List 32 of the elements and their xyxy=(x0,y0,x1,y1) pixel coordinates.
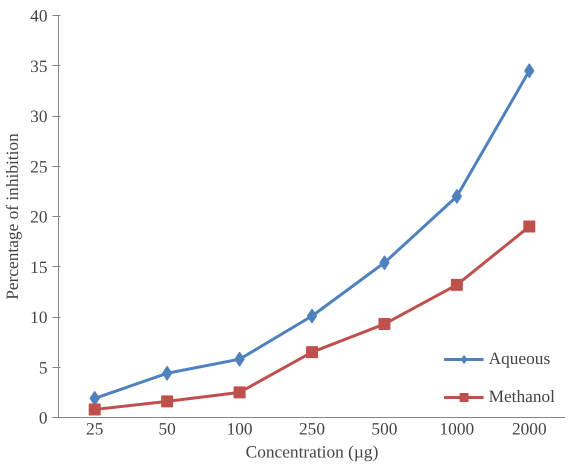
y-axis-title: Percentage of inhibition xyxy=(3,132,22,300)
legend-label: Aqueous xyxy=(488,349,550,369)
point xyxy=(379,255,390,270)
point xyxy=(161,395,174,408)
y-tick-label: 20 xyxy=(30,208,48,226)
point xyxy=(234,386,246,398)
point xyxy=(234,352,245,367)
y-tick-label: 35 xyxy=(30,56,48,76)
point xyxy=(162,366,172,381)
point xyxy=(88,403,101,416)
x-tick-label: 50 xyxy=(158,420,176,438)
y-tick-label: 5 xyxy=(38,358,48,378)
x-tick-label: 2000 xyxy=(512,420,547,438)
point xyxy=(450,278,463,291)
x-tick-label: 250 xyxy=(299,420,326,438)
y-tick-label: 40 xyxy=(30,6,48,26)
point xyxy=(306,308,318,324)
x-tick-label: 1000 xyxy=(440,420,474,438)
point xyxy=(378,318,390,330)
point xyxy=(523,220,536,233)
legend-label: Methanol xyxy=(488,387,555,407)
point xyxy=(306,346,318,358)
y-tick-label: 15 xyxy=(30,258,48,277)
y-tick-label: 25 xyxy=(30,157,48,176)
y-tick-label: 10 xyxy=(30,308,48,327)
x-tick-label: 500 xyxy=(371,420,398,438)
y-tick-label: 0 xyxy=(38,408,48,428)
y-tick-label: 30 xyxy=(30,107,48,126)
x-axis-title: Concentration (µg) xyxy=(246,442,379,462)
x-tick-label: 25 xyxy=(86,420,104,438)
point xyxy=(452,188,462,204)
x-tick-label: 100 xyxy=(226,420,253,438)
